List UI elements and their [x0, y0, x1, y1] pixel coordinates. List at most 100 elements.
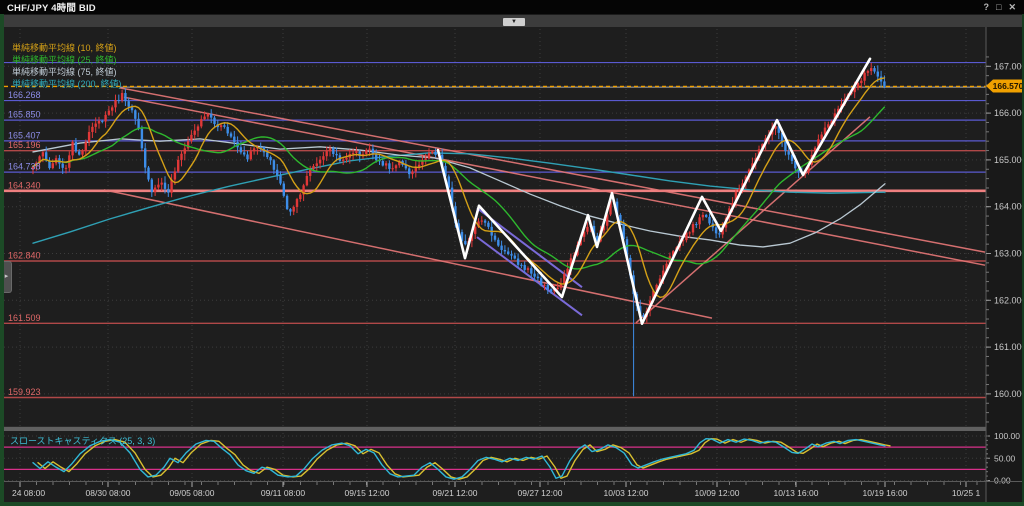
candle-body: [487, 222, 490, 227]
candle-body: [774, 126, 777, 129]
ma75-line: [32, 138, 886, 248]
candle-body: [863, 72, 866, 81]
candle-body: [81, 151, 84, 155]
stoch-d-line: [37, 437, 891, 480]
candle-body: [153, 187, 157, 193]
candle-body: [569, 258, 573, 269]
candle-body: [853, 87, 856, 93]
toolbar-toggle-button[interactable]: ▼: [503, 18, 525, 26]
candle-body: [691, 224, 695, 233]
ma25-line: [32, 106, 886, 270]
chart-svg[interactable]: 167.000 166.000 165.000 164.000 163.000 162.0…: [0, 27, 1024, 506]
price-axis-label: 161.000: [994, 342, 1024, 352]
candle-body: [239, 147, 243, 153]
close-button[interactable]: ✕: [1008, 2, 1016, 12]
legend-item-ma10[interactable]: 単純移動平均線 (10, 終値): [12, 43, 117, 53]
candle-body: [507, 251, 510, 255]
candle-body: [483, 220, 487, 223]
candle-body: [516, 258, 520, 265]
candle-body: [701, 214, 705, 218]
candle-body: [606, 214, 609, 226]
candle-body: [460, 232, 464, 241]
candle-body: [718, 233, 721, 235]
time-axis-label: 09/11 08:00: [261, 488, 306, 498]
stochastic-label: スローストキャスティクス (25, 3, 3): [10, 436, 156, 446]
price-level-label: 165.196: [8, 140, 41, 150]
price-level-label: 165.850: [8, 110, 41, 120]
candle-body: [299, 194, 302, 200]
candle-body: [170, 179, 173, 193]
candle-body: [94, 123, 97, 127]
candle-body: [312, 165, 315, 170]
candle-body: [668, 256, 672, 264]
candle-body: [830, 121, 833, 125]
candle-body: [219, 125, 223, 128]
time-axis-label: 10/13 16:00: [774, 488, 819, 498]
candle-body: [860, 80, 863, 84]
candle-body: [111, 107, 114, 111]
candle-body: [342, 159, 345, 161]
candle-body: [480, 220, 483, 222]
candle-body: [289, 209, 292, 212]
pink-trendline: [119, 87, 986, 253]
candle-body: [203, 116, 206, 120]
maximize-button[interactable]: □: [996, 2, 1002, 12]
candle-body: [655, 284, 658, 291]
candle-body: [45, 152, 48, 161]
legend-item-ma25[interactable]: 単純移動平均線 (25, 終値): [12, 55, 117, 65]
candle-body: [210, 113, 213, 118]
candle-body: [685, 232, 688, 241]
candle-body: [233, 136, 236, 143]
candle-body: [780, 132, 784, 142]
candle-body: [368, 148, 371, 150]
candle-body: [186, 141, 190, 149]
candle-body: [622, 223, 625, 240]
candle-body: [127, 101, 130, 107]
candle-body: [282, 183, 285, 196]
candle-body: [602, 225, 606, 231]
candle-body: [642, 315, 645, 317]
candle-body: [213, 117, 216, 125]
price-axis-label: 162.000: [994, 295, 1024, 305]
price-axis-label: 165.000: [994, 155, 1024, 165]
white-zigzag-line: [436, 57, 872, 326]
candle-body: [150, 179, 153, 193]
candle-body: [229, 133, 233, 137]
candle-body: [398, 160, 401, 166]
candle-body: [71, 141, 74, 156]
candle-body: [315, 163, 318, 166]
candle-body: [351, 152, 355, 155]
candle-body: [672, 251, 675, 257]
candle-body: [474, 226, 477, 234]
candle-body: [444, 165, 447, 177]
candle-body: [721, 227, 724, 235]
legend-item-ma200[interactable]: 単純移動平均線 (200, 終値): [12, 79, 122, 89]
price-level-label: 162.840: [8, 250, 41, 260]
candle-body: [332, 148, 335, 154]
candle-body: [497, 239, 500, 246]
candle-body: [424, 158, 427, 160]
legend-item-ma75[interactable]: 単純移動平均線 (75, 終値): [12, 67, 117, 77]
candle-body: [124, 92, 127, 102]
candle-body: [549, 289, 553, 292]
candle-body: [464, 240, 467, 245]
candle-body: [695, 224, 698, 226]
candle-body: [434, 151, 437, 155]
window-border-left: [0, 14, 4, 506]
candle-body: [302, 185, 305, 195]
candle-body: [163, 182, 167, 189]
help-button[interactable]: ?: [983, 2, 990, 12]
candle-body: [41, 152, 45, 157]
candle-body: [615, 201, 619, 216]
candle-body: [827, 124, 830, 128]
stoch-axis-label: 50.00: [994, 453, 1016, 463]
candle-body: [259, 147, 262, 149]
candle-body: [246, 154, 249, 160]
chart-area[interactable]: 167.000 166.000 165.000 164.000 163.000 162.0…: [0, 27, 1024, 506]
panel-expander-tab[interactable]: ▸: [2, 261, 12, 293]
axis-background: [986, 27, 1024, 506]
candle-body: [817, 139, 820, 148]
candle-body: [51, 163, 54, 169]
candle-body: [470, 233, 474, 242]
candle-body: [662, 270, 665, 279]
